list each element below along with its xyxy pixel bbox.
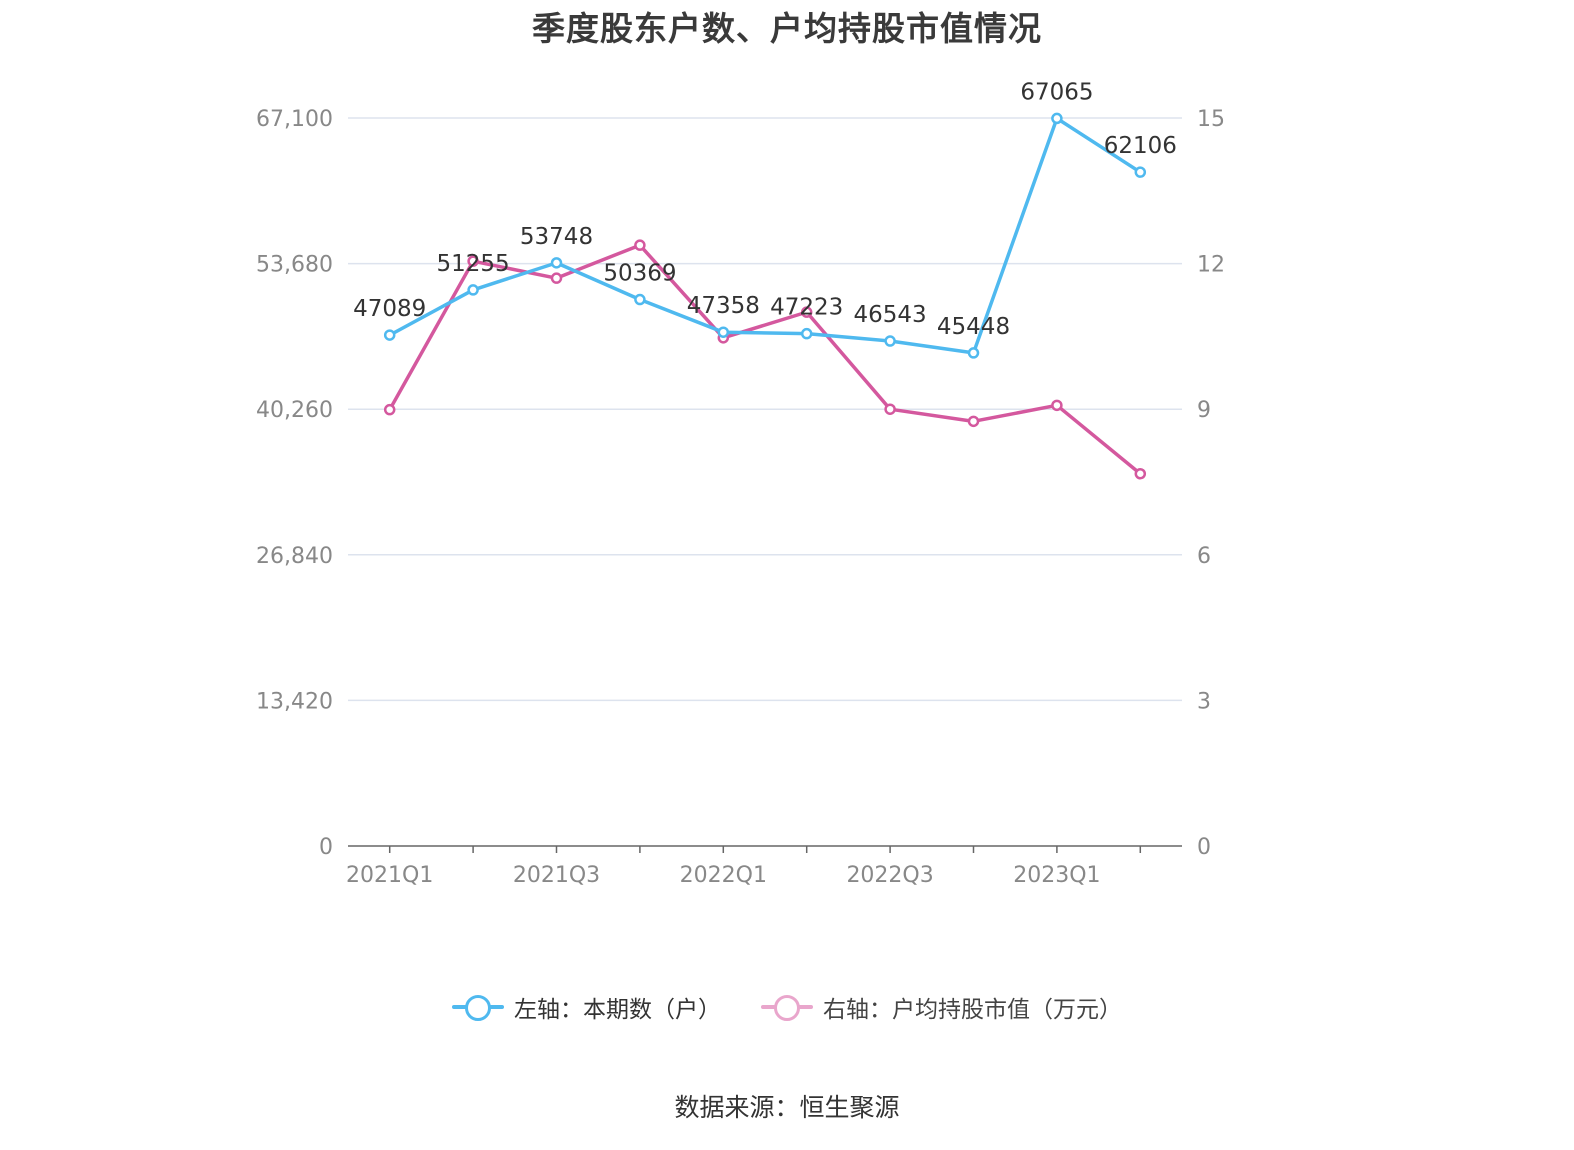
legend-label-avg-holding: 右轴：户均持股市值（万元） xyxy=(823,997,1122,1023)
x-axis-tick-label: 2021Q3 xyxy=(513,863,600,888)
left-axis-tick-label: 0 xyxy=(319,835,333,860)
data-label: 51255 xyxy=(437,251,510,277)
legend-item-avg-holding[interactable]: 右轴：户均持股市值（万元） xyxy=(761,990,1122,1024)
data-point-avg-holding xyxy=(383,403,396,416)
data-point-avg-holding xyxy=(634,239,646,251)
series-line-avg-holding xyxy=(387,243,1143,476)
data-point-avg-holding xyxy=(467,255,479,267)
data-label: 47358 xyxy=(687,293,760,319)
data-point-avg-holding xyxy=(800,306,813,318)
chart-title: 季度股东户数、户均持股市值情况 xyxy=(532,9,1042,48)
data-label: 47223 xyxy=(770,295,843,321)
data-label: 46543 xyxy=(854,302,927,328)
data-label: 67065 xyxy=(1020,79,1093,105)
series-line-shareholders xyxy=(387,116,1143,355)
data-point-avg-holding xyxy=(967,415,980,428)
data-label: 62106 xyxy=(1104,133,1177,159)
right-axis-tick-label: 9 xyxy=(1197,398,1211,423)
data-label: 45448 xyxy=(937,314,1010,340)
data-point-avg-holding xyxy=(1134,467,1147,480)
data-label: 50369 xyxy=(603,261,676,287)
data-point-shareholders xyxy=(967,347,980,359)
data-label: 53748 xyxy=(520,224,593,250)
data-point-shareholders xyxy=(1051,112,1063,125)
data-point-shareholders xyxy=(634,293,646,306)
data-point-shareholders xyxy=(383,329,396,341)
legend-marker-pink-icon xyxy=(761,995,813,1021)
data-point-shareholders xyxy=(884,335,896,347)
data-point-shareholders xyxy=(467,284,479,296)
legend-label-shareholders: 左轴：本期数（户） xyxy=(514,997,721,1023)
left-axis-tick-label: 13,420 xyxy=(256,689,333,714)
data-point-shareholders xyxy=(717,326,730,338)
right-axis-tick-label: 6 xyxy=(1197,544,1211,569)
left-axis-tick-label: 26,840 xyxy=(256,544,333,569)
line-chart: 0 0 13,420 3 26,840 6 40,260 9 53,680 12 67,100 15 2… xyxy=(256,79,1225,888)
data-label: 47089 xyxy=(353,296,426,322)
right-axis-tick-label: 12 xyxy=(1197,253,1225,278)
x-axis-tick-label: 2023Q1 xyxy=(1013,863,1100,888)
right-axis-tick-label: 3 xyxy=(1197,689,1211,714)
data-point-shareholders xyxy=(550,257,563,269)
left-axis-tick-label: 67,100 xyxy=(256,107,333,132)
x-axis-tick-label: 2022Q1 xyxy=(680,863,767,888)
data-point-avg-holding xyxy=(1051,399,1063,412)
data-point-shareholders xyxy=(800,327,813,340)
legend-item-shareholders[interactable]: 左轴：本期数（户） xyxy=(452,990,721,1024)
data-source: 数据来源：恒生聚源 xyxy=(674,1093,900,1122)
data-point-avg-holding xyxy=(550,272,563,284)
data-point-avg-holding xyxy=(884,403,896,415)
x-axis-tick-label: 2022Q3 xyxy=(846,863,933,888)
x-axis-tick-label: 2021Q1 xyxy=(346,863,433,888)
right-axis-tick-label: 15 xyxy=(1197,107,1225,132)
left-axis-tick-label: 53,680 xyxy=(256,253,333,278)
right-axis-tick-label: 0 xyxy=(1197,835,1211,860)
left-axis-tick-label: 40,260 xyxy=(256,398,333,423)
data-point-shareholders xyxy=(1134,166,1147,178)
legend-marker-blue-icon xyxy=(452,995,504,1021)
chart-legend: 左轴：本期数（户） 右轴：户均持股市值（万元） xyxy=(0,990,1574,1024)
